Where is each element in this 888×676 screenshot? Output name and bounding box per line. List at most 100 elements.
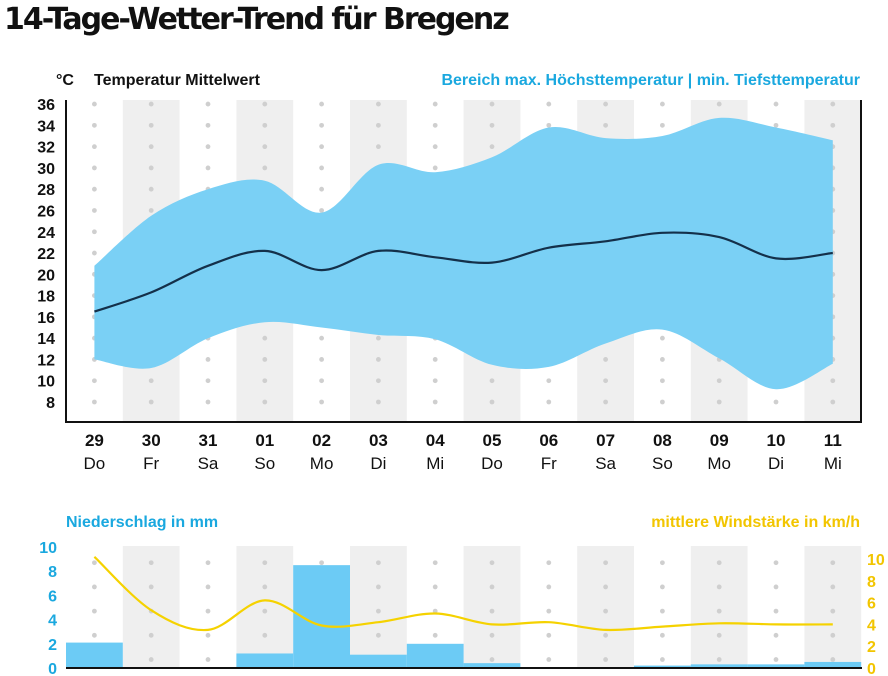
grid-dot — [319, 378, 324, 384]
grid-dot — [660, 560, 665, 566]
weekday-label: Fr — [143, 454, 159, 473]
date-label: 02 — [312, 431, 331, 450]
temp-unit-label: °C — [56, 72, 74, 89]
grid-dot — [489, 378, 495, 384]
grid-dot — [603, 608, 608, 614]
column-stripe — [463, 546, 521, 668]
temp-y-tick-label: 34 — [37, 118, 55, 135]
precipitation-bar — [804, 661, 862, 668]
grid-dot — [489, 632, 495, 638]
precip-legend: Niederschlag in mm — [66, 514, 219, 531]
grid-dot — [205, 122, 211, 128]
grid-dot — [262, 144, 268, 150]
grid-dot — [148, 399, 154, 405]
grid-dot — [773, 608, 779, 614]
grid-dot — [773, 399, 779, 405]
grid-dot — [92, 101, 97, 107]
grid-dot — [660, 657, 665, 662]
grid-dot — [432, 122, 438, 128]
temp-y-tick-label: 18 — [37, 289, 55, 306]
grid-dot — [716, 608, 722, 614]
grid-dot — [148, 144, 154, 150]
grid-dot — [603, 122, 608, 128]
grid-dot — [660, 101, 665, 107]
date-label: 29 — [85, 431, 104, 450]
grid-dot — [148, 208, 154, 213]
grid-dot — [148, 560, 154, 566]
grid-dot — [205, 560, 211, 566]
temp-y-tick-label: 24 — [37, 225, 55, 242]
grid-dot — [92, 165, 97, 171]
grid-dot — [262, 560, 268, 566]
grid-dot — [603, 399, 608, 405]
precip-y-tick-label: 6 — [48, 588, 57, 605]
weekday-label: Di — [768, 454, 784, 473]
temp-range-legend: Bereich max. Höchsttemperatur | min. Tie… — [441, 72, 860, 89]
grid-dot — [92, 399, 97, 405]
grid-dot — [262, 165, 268, 171]
precipitation-bar — [634, 665, 691, 668]
grid-dot — [773, 560, 779, 566]
grid-dot — [489, 399, 495, 405]
grid-dot — [660, 584, 665, 590]
grid-dot — [830, 608, 836, 614]
temp-mean-legend: Temperatur Mittelwert — [94, 72, 260, 89]
grid-dot — [148, 657, 154, 662]
temp-y-tick-label: 26 — [37, 203, 55, 220]
grid-dot — [376, 144, 381, 150]
grid-dot — [432, 608, 438, 614]
wind-y-tick-label: 10 — [867, 552, 885, 569]
grid-dot — [319, 165, 324, 171]
grid-dot — [830, 378, 836, 384]
grid-dot — [489, 608, 495, 614]
grid-dot — [262, 101, 268, 107]
grid-dot — [546, 657, 552, 662]
grid-dot — [660, 632, 665, 638]
grid-dot — [546, 122, 552, 128]
wind-legend: mittlere Windstärke in km/h — [651, 514, 860, 531]
weekday-label: Do — [84, 454, 106, 473]
grid-dot — [92, 186, 97, 192]
grid-dot — [319, 122, 324, 128]
grid-dot — [148, 165, 154, 171]
wind-y-tick-label: 8 — [867, 574, 876, 591]
grid-dot — [660, 608, 665, 614]
grid-dot — [660, 122, 665, 128]
grid-dot — [262, 632, 268, 638]
precip-y-tick-label: 2 — [48, 637, 57, 654]
grid-dot — [716, 560, 722, 566]
temp-y-tick-label: 30 — [37, 161, 55, 178]
grid-dot — [92, 229, 97, 235]
grid-dot — [489, 584, 495, 590]
grid-dot — [376, 632, 381, 638]
grid-dot — [92, 144, 97, 150]
date-label: 05 — [483, 431, 502, 450]
grid-dot — [546, 632, 552, 638]
grid-dot — [603, 378, 608, 384]
weekday-label: So — [652, 454, 673, 473]
grid-dot — [546, 101, 552, 107]
grid-dot — [319, 101, 324, 107]
wind-y-tick-label: 0 — [867, 661, 876, 676]
grid-dot — [92, 250, 97, 256]
temp-y-tick-label: 28 — [37, 182, 55, 199]
precipitation-bar — [350, 654, 407, 668]
grid-dot — [432, 378, 438, 384]
precipitation-bar — [463, 663, 521, 668]
page-title: 14-Tage-Wetter-Trend für Bregenz — [4, 2, 510, 37]
column-stripe — [804, 546, 862, 668]
weekday-label: Di — [370, 454, 386, 473]
grid-dot — [376, 608, 381, 614]
grid-dot — [205, 657, 211, 662]
precip-y-tick-label: 4 — [48, 613, 57, 630]
grid-dot — [660, 335, 665, 341]
grid-dot — [830, 122, 836, 128]
grid-dot — [205, 378, 211, 384]
grid-dot — [830, 399, 836, 405]
grid-dot — [376, 560, 381, 566]
grid-dot — [262, 399, 268, 405]
grid-dot — [432, 560, 438, 566]
grid-dot — [205, 165, 211, 171]
weekday-label: Mi — [824, 454, 842, 473]
weekday-label: So — [254, 454, 275, 473]
